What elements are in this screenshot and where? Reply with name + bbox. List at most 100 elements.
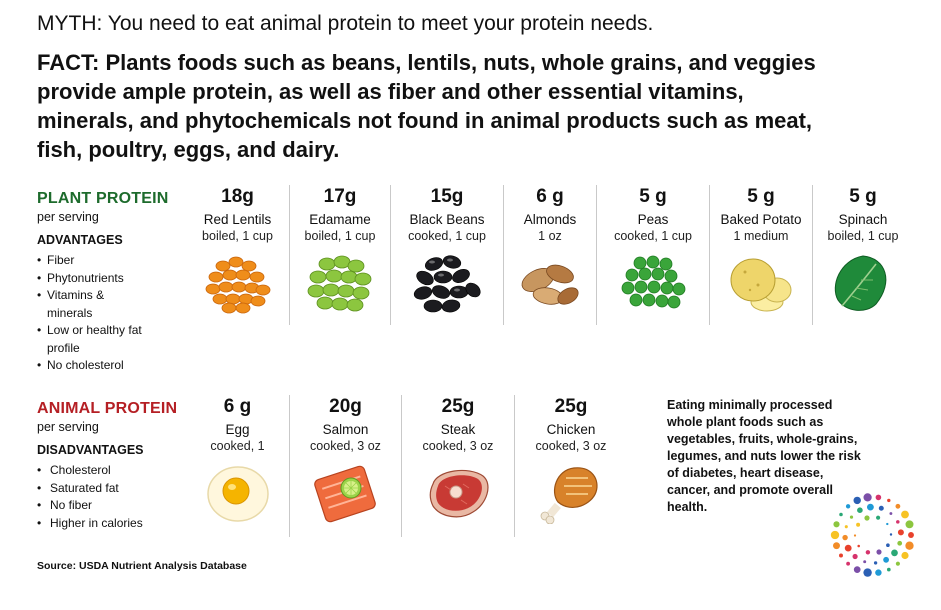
list-item: Saturated fat (37, 480, 177, 498)
logo-dot (897, 540, 903, 546)
logo-dot (905, 541, 914, 550)
animal-per-serving: per serving (37, 420, 99, 434)
logo-dot (865, 550, 871, 555)
potato-icon (730, 258, 792, 312)
logo-dot (849, 515, 854, 519)
fact-text: FACT: Plants foods such as beans, lentil… (37, 50, 816, 162)
logo-dot (853, 566, 861, 573)
logo-dot (853, 496, 861, 505)
advantages-heading: ADVANTAGES (37, 233, 123, 247)
logo-dot (863, 568, 872, 577)
food-serving: boiled, 1 cup (202, 229, 273, 243)
food-serving: cooked, 3 oz (310, 439, 381, 453)
logo-dot (873, 561, 878, 565)
list-item: Vitamins & minerals (37, 287, 147, 322)
logo-dot (845, 504, 851, 509)
logo-dot (905, 520, 914, 529)
animal-foods-row: 6 g Egg cooked, 1 20g Salmon cooked, 3 o… (186, 395, 627, 537)
logo-dot (867, 503, 874, 511)
food-name: Steak (440, 422, 476, 437)
logo-dot (891, 549, 898, 557)
disadvantages-list: Cholesterol Saturated fat No fiber Highe… (37, 462, 177, 532)
logo-dot (908, 532, 914, 538)
logo-dot (901, 510, 909, 519)
food-name: Red Lentils (203, 212, 272, 227)
steak-icon (429, 469, 489, 518)
food-serving: cooked, 1 cup (614, 229, 692, 243)
logo-dot (853, 534, 857, 537)
food-serving: cooked, 3 oz (535, 439, 607, 453)
food-name: Edamame (309, 212, 371, 227)
logo-dot (863, 560, 867, 564)
logo-dot (886, 543, 890, 548)
food-serving: cooked, 1 cup (408, 229, 486, 243)
health-note: Eating minimally processed whole plant f… (667, 398, 861, 514)
food-name: Baked Potato (720, 212, 802, 227)
logo-dot (875, 494, 882, 501)
plant-food-red-lentils: 18g Red Lentils boiled, 1 cup (186, 185, 290, 325)
logo-dot (901, 551, 909, 560)
chicken-icon (540, 467, 598, 524)
protein-amount: 5 g (639, 186, 667, 207)
protein-amount: 25g (441, 396, 475, 417)
logo-dot (875, 569, 882, 576)
list-item: Fiber (37, 252, 147, 270)
egg-icon (206, 466, 269, 522)
salmon-icon (313, 465, 376, 523)
logo-dot (856, 522, 861, 527)
logo-dot (887, 498, 891, 503)
disadvantages-heading: DISADVANTAGES (37, 443, 144, 457)
protein-amount: 5 g (747, 186, 775, 207)
logo-dot (896, 520, 900, 524)
food-name: Salmon (322, 422, 369, 437)
logo-dot (863, 493, 872, 502)
food-serving: cooked, 3 oz (422, 439, 494, 453)
logo-dot (897, 529, 904, 536)
logo-dot (857, 544, 860, 548)
protein-amount: 15g (430, 186, 464, 207)
logo-dot (876, 549, 882, 555)
protein-amount: 6 g (536, 186, 564, 207)
protein-amount: 5 g (849, 186, 877, 207)
food-serving: 1 oz (538, 229, 562, 243)
food-name: Almonds (523, 212, 577, 227)
plant-protein-title: PLANT PROTEIN (37, 190, 169, 207)
logo-dot (889, 512, 893, 515)
logo-dot (842, 534, 848, 541)
protein-amount: 17g (323, 186, 357, 207)
food-serving: boiled, 1 cup (827, 229, 899, 243)
logo-dot (876, 515, 881, 520)
logo-dot (839, 553, 843, 558)
plant-protein-panel: PLANT PROTEIN per serving ADVANTAGES Fib… (37, 190, 169, 375)
animal-food-egg: 6 g Egg cooked, 1 (186, 395, 290, 537)
food-serving: boiled, 1 cup (304, 229, 376, 243)
food-name: Peas (637, 212, 669, 227)
edamame-icon (307, 255, 372, 312)
logo-dot (844, 525, 848, 529)
list-item: Phytonutrients (37, 270, 147, 288)
food-name: Black Beans (409, 212, 485, 227)
plant-food-peas: 5 g Peas cooked, 1 cup (597, 185, 710, 325)
logo-dot (895, 561, 900, 566)
list-item: No cholesterol (37, 357, 147, 375)
source-citation: Source: USDA Nutrient Analysis Database (37, 560, 247, 572)
protein-amount: 18g (221, 186, 254, 207)
animal-food-steak: 25g Steak cooked, 3 oz (402, 395, 515, 537)
food-name: Egg (225, 422, 250, 437)
animal-protein-title: ANIMAL PROTEIN (37, 400, 178, 417)
logo-dot (844, 544, 852, 552)
spinach-icon (834, 255, 887, 311)
logo-dot (839, 512, 843, 517)
food-serving: 1 medium (733, 229, 789, 243)
logo-dot (886, 522, 889, 526)
logo-dot (857, 507, 863, 514)
plant-food-baked-potato: 5 g Baked Potato 1 medium (710, 185, 813, 325)
logo-dot (833, 542, 840, 550)
protein-amount: 20g (329, 396, 362, 417)
food-serving: cooked, 1 (210, 439, 265, 453)
protein-amount: 6 g (223, 396, 252, 417)
plant-food-black-beans: 15g Black Beans cooked, 1 cup (391, 185, 504, 325)
list-item: No fiber (37, 497, 177, 515)
plant-food-spinach: 5 g Spinach boiled, 1 cup (813, 185, 913, 325)
almonds-icon (521, 264, 579, 305)
